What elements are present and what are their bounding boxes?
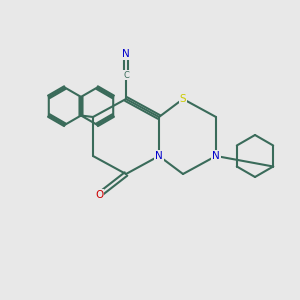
Text: S: S — [180, 94, 186, 104]
Text: N: N — [122, 49, 130, 59]
Text: N: N — [212, 151, 220, 161]
Text: N: N — [155, 151, 163, 161]
Text: C: C — [123, 70, 129, 80]
Text: O: O — [95, 190, 103, 200]
